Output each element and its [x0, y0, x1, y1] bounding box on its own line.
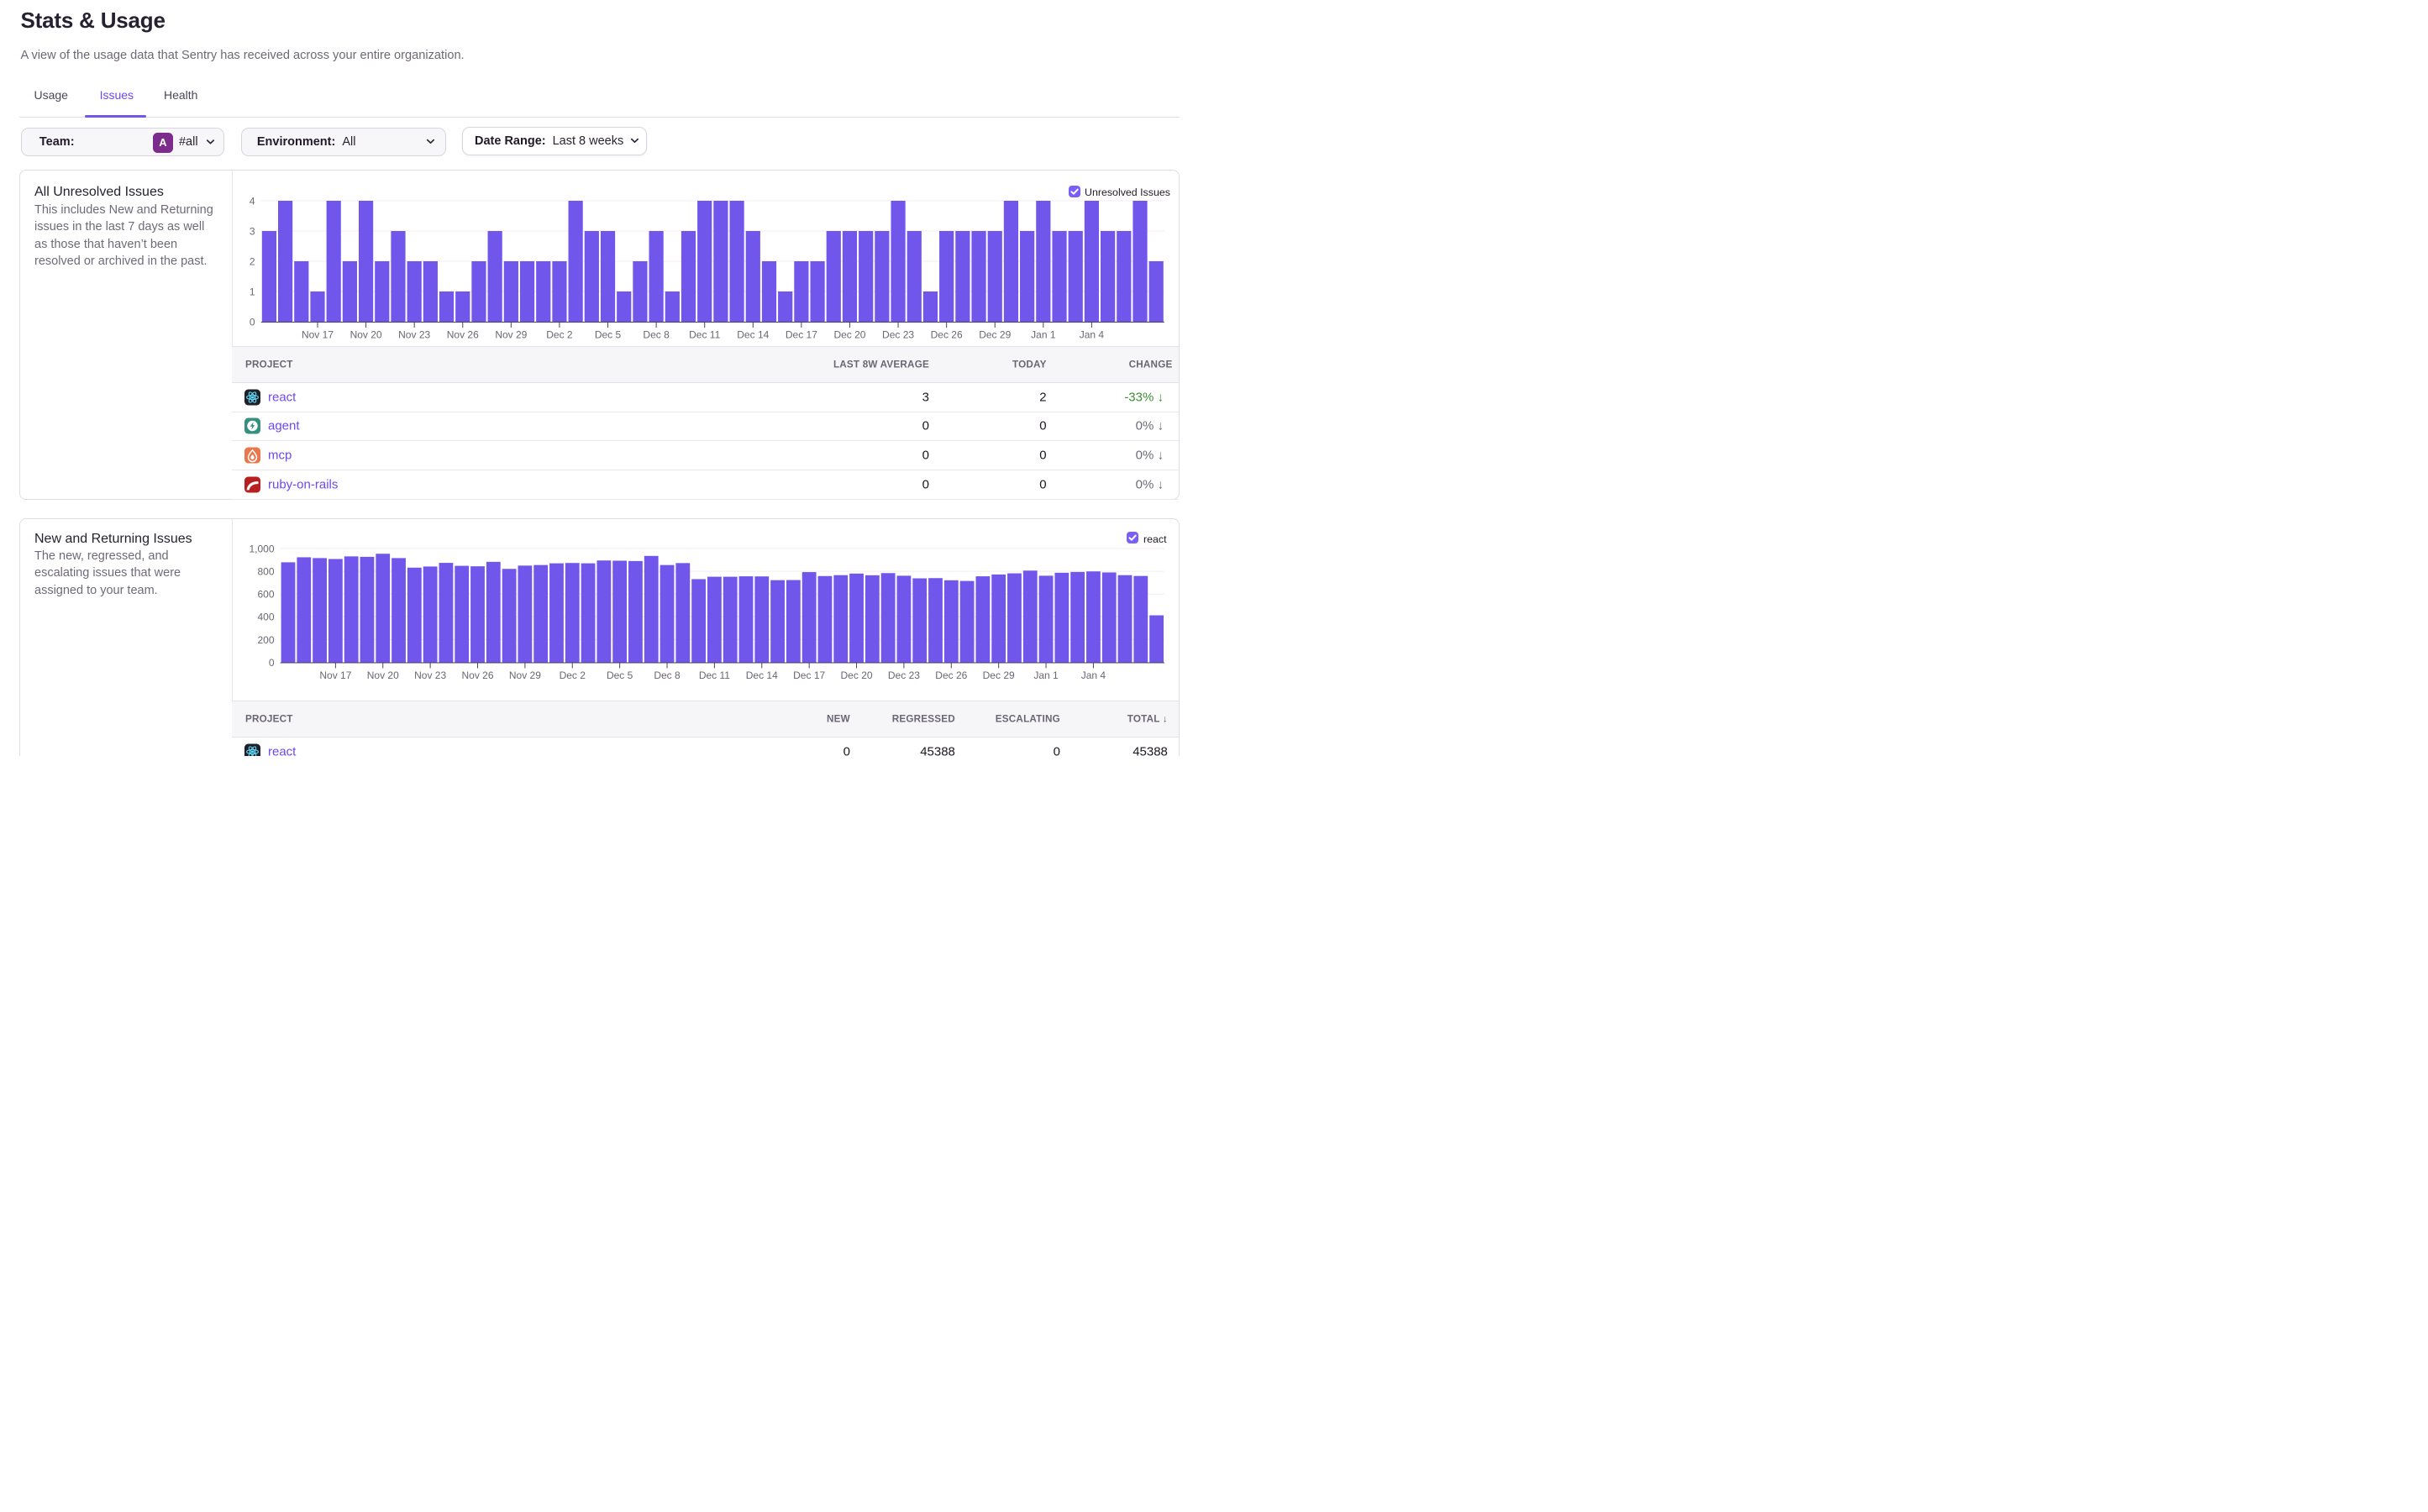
svg-text:200: 200	[257, 634, 274, 646]
svg-text:1: 1	[250, 286, 255, 297]
svg-text:Dec 20: Dec 20	[833, 329, 865, 341]
svg-text:Dec 17: Dec 17	[786, 329, 817, 341]
svg-text:2: 2	[250, 255, 255, 267]
svg-text:Dec 11: Dec 11	[689, 329, 720, 341]
svg-text:Nov 26: Nov 26	[461, 669, 493, 681]
svg-text:400: 400	[257, 612, 274, 623]
svg-text:3: 3	[250, 225, 255, 237]
svg-text:Dec 29: Dec 29	[983, 669, 1015, 681]
svg-text:600: 600	[257, 589, 274, 601]
svg-text:Jan 4: Jan 4	[1080, 329, 1105, 341]
svg-text:Nov 20: Nov 20	[350, 329, 382, 341]
svg-text:Dec 8: Dec 8	[654, 669, 681, 681]
svg-text:Nov 20: Nov 20	[367, 669, 399, 681]
svg-text:Dec 26: Dec 26	[931, 329, 963, 341]
svg-text:Jan 4: Jan 4	[1081, 669, 1106, 681]
svg-text:Dec 11: Dec 11	[699, 669, 730, 681]
svg-text:4: 4	[250, 195, 255, 207]
svg-text:Dec 26: Dec 26	[935, 669, 967, 681]
svg-text:800: 800	[257, 566, 274, 578]
svg-text:Nov 29: Nov 29	[495, 329, 527, 341]
svg-text:Dec 2: Dec 2	[560, 669, 586, 681]
svg-text:0: 0	[269, 657, 275, 669]
svg-text:Dec 14: Dec 14	[746, 669, 778, 681]
svg-text:Nov 26: Nov 26	[447, 329, 479, 341]
svg-text:Nov 17: Nov 17	[302, 329, 334, 341]
svg-text:1,000: 1,000	[249, 543, 274, 554]
svg-text:Nov 29: Nov 29	[509, 669, 541, 681]
svg-text:Nov 23: Nov 23	[398, 329, 430, 341]
svg-text:Dec 14: Dec 14	[737, 329, 769, 341]
svg-text:Jan 1: Jan 1	[1031, 329, 1056, 341]
svg-text:Dec 2: Dec 2	[546, 329, 573, 341]
svg-text:Dec 29: Dec 29	[979, 329, 1011, 341]
svg-text:Dec 5: Dec 5	[607, 669, 633, 681]
svg-text:Jan 1: Jan 1	[1033, 669, 1059, 681]
svg-text:Nov 17: Nov 17	[319, 669, 351, 681]
svg-text:Dec 8: Dec 8	[643, 329, 670, 341]
svg-text:Dec 23: Dec 23	[888, 669, 920, 681]
svg-text:0: 0	[250, 316, 255, 328]
svg-text:Nov 23: Nov 23	[414, 669, 446, 681]
svg-text:Dec 5: Dec 5	[595, 329, 622, 341]
svg-text:Dec 20: Dec 20	[841, 669, 873, 681]
svg-text:Dec 17: Dec 17	[793, 669, 825, 681]
svg-text:Dec 23: Dec 23	[882, 329, 914, 341]
